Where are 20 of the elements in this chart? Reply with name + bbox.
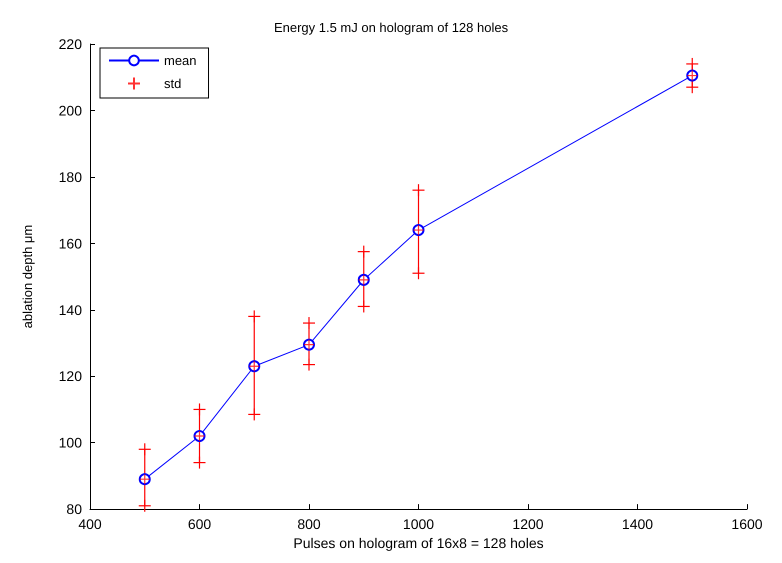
y-axis-title: ablation depth μm xyxy=(20,224,35,328)
x-tick-label: 1000 xyxy=(402,516,434,532)
chart-title: Energy 1.5 mJ on hologram of 128 holes xyxy=(274,20,509,35)
legend-label: std xyxy=(164,76,182,91)
x-tick-label: 800 xyxy=(297,516,321,532)
x-tick-label: 1200 xyxy=(512,516,544,532)
x-tick-label: 400 xyxy=(78,516,102,532)
y-tick-label: 180 xyxy=(58,168,82,185)
y-tick-label: 120 xyxy=(58,368,82,384)
y-tick-label: 140 xyxy=(58,302,82,318)
legend-label: mean xyxy=(164,53,197,68)
y-tick-label: 220 xyxy=(58,36,82,52)
y-tick-label: 160 xyxy=(58,235,82,252)
x-tick-label: 600 xyxy=(188,516,212,532)
y-tick-label: 100 xyxy=(58,434,82,451)
x-axis-title: Pulses on hologram of 16x8 = 128 holes xyxy=(293,535,544,551)
y-tick-label: 80 xyxy=(66,501,82,518)
x-tick-label: 1400 xyxy=(622,516,654,532)
x-tick-label: 1600 xyxy=(731,516,763,532)
y-tick-label: 200 xyxy=(58,102,82,118)
